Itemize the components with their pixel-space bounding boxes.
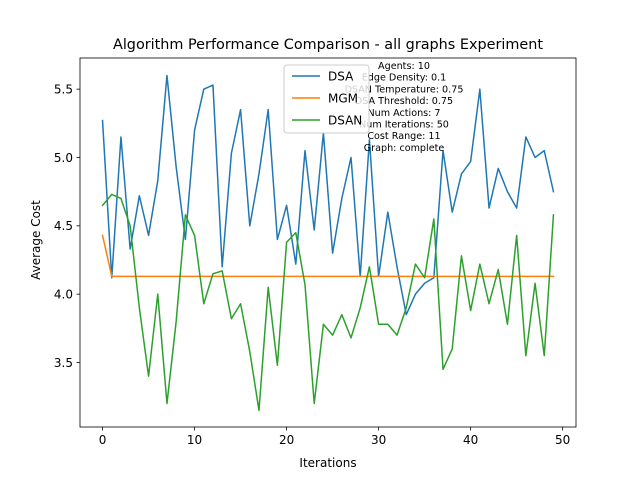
y-axis-label: Average Cost (29, 200, 43, 280)
x-tick-label: 10 (187, 433, 202, 447)
annotation-line: Edge Density: 0.1 (362, 73, 447, 84)
legend-box (283, 64, 370, 134)
x-tick-label: 50 (555, 433, 570, 447)
annotation-line: DSAN Temperature: 0.75 (345, 84, 464, 95)
y-tick-label: 3.5 (54, 356, 73, 370)
legend-label-dsa: DSA (328, 70, 354, 84)
x-tick-label: 30 (371, 433, 386, 447)
x-tick-label: 0 (99, 433, 107, 447)
annotation-line: Num Actions: 7 (367, 108, 440, 119)
annotation-line: DSA Threshold: 0.75 (355, 96, 453, 107)
annotation-line: Graph: complete (364, 143, 445, 154)
x-tick-label: 40 (463, 433, 478, 447)
legend-label-dsan: DSAN (328, 114, 362, 128)
series-line-mgm (101, 234, 555, 278)
y-tick-label: 4.5 (54, 219, 73, 233)
y-tick-label: 5.5 (54, 82, 73, 96)
x-axis-label: Iterations (299, 456, 356, 470)
chart-title: Algorithm Performance Comparison - all g… (113, 37, 543, 53)
annotation-line: Cost Range: 11 (367, 131, 440, 142)
y-tick-label: 4.0 (54, 287, 73, 301)
series-line-dsan (101, 193, 555, 412)
annotation-line: Agents: 10 (378, 61, 430, 72)
legend-label-mgm: MGM (328, 92, 358, 106)
x-tick-label: 20 (279, 433, 294, 447)
y-tick-label: 5.0 (54, 151, 73, 165)
legend: DSA MGM DSAN (283, 64, 370, 134)
series-line-dsa (101, 74, 555, 316)
annotation-line: Num Iterations: 50 (359, 120, 449, 131)
axes-frame (79, 57, 577, 428)
